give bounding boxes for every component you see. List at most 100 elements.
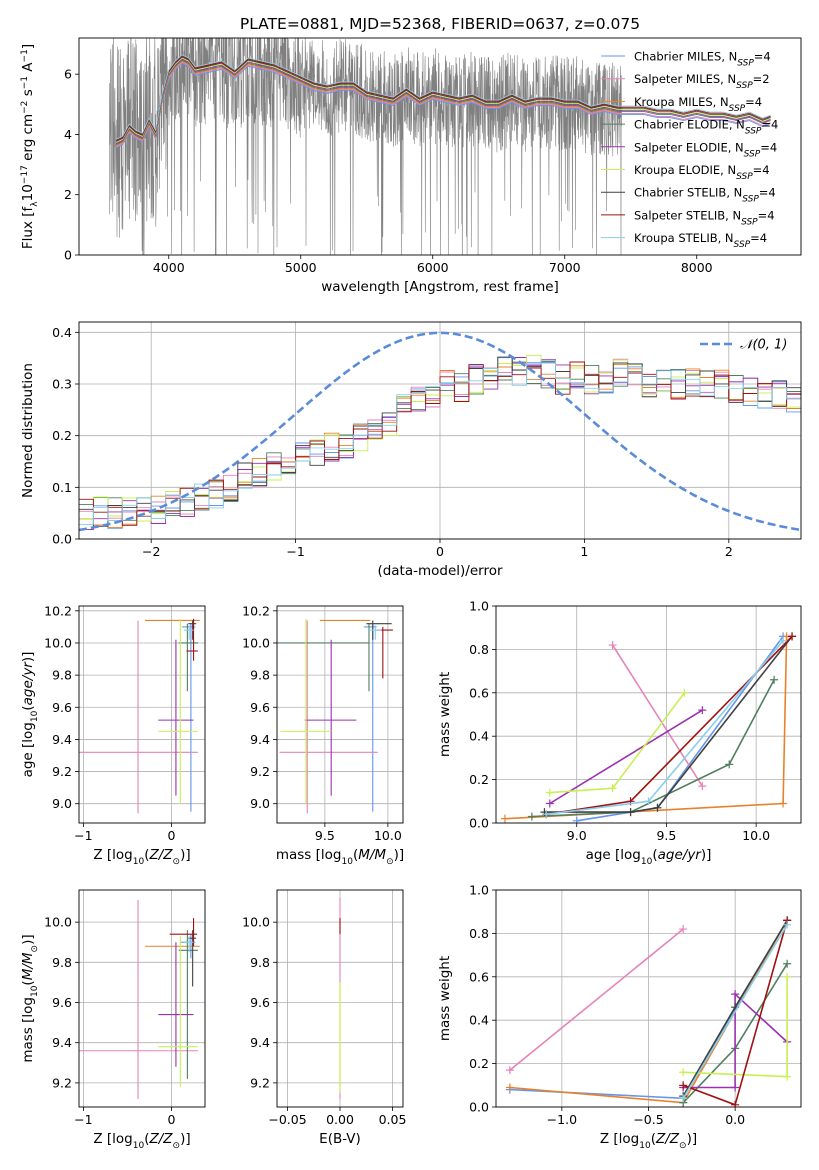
residuals-ytick-label: 0.1 <box>52 480 72 495</box>
weight-vs-Z-xtick-label: −0.5 <box>633 1112 663 1127</box>
weight-line-3 <box>531 679 775 818</box>
hist-line-3 <box>79 361 801 521</box>
weight-vs-age-ytick-label: 0.6 <box>469 685 489 700</box>
weight-marker-6-2 <box>653 803 662 812</box>
age-vs-mass-xtick-label: 10.0 <box>374 828 402 843</box>
mass-vs-ebv-ytick-label: 9.2 <box>250 1075 270 1090</box>
legend-label-7: Salpeter STELIB, NSSP=4 <box>634 208 775 227</box>
spectrum-ytick-label: 4 <box>64 127 72 142</box>
weight-line-7 <box>546 635 793 816</box>
mass-vs-ebv-xlabel: E(B-V) <box>319 1131 361 1147</box>
weight-vs-age-xtick-label: 10.0 <box>742 828 770 843</box>
legend-label-6: Chabrier STELIB, NSSP=4 <box>634 186 776 205</box>
weight-line-1 <box>611 644 703 787</box>
weight-vs-age-plot-area <box>500 632 797 823</box>
mass-vs-Z-ytick-label: 9.4 <box>52 1035 72 1050</box>
model-line-1 <box>115 61 771 148</box>
age-vs-Z-ytick-label: 9.0 <box>52 796 72 811</box>
residuals-frame <box>78 321 802 540</box>
residuals-ytick-label: 0.0 <box>52 532 72 547</box>
age-vs-Z-ytick-label: 9.8 <box>52 668 72 683</box>
weight-marker-1-1 <box>679 925 688 934</box>
age-vs-mass-xtick-label: 9.5 <box>315 828 335 843</box>
weight-marker-8-1 <box>644 797 653 806</box>
age-vs-mass-ytick-label: 10.0 <box>242 635 270 650</box>
weight-marker-1-0 <box>608 641 617 650</box>
age-vs-Z-ytick-label: 9.4 <box>52 732 72 747</box>
legend-label-1: Salpeter MILES, NSSP=2 <box>634 72 770 91</box>
weight-marker-4-1 <box>731 1083 740 1092</box>
age-vs-Z-ytick-label: 10.2 <box>44 603 72 618</box>
weight-vs-Z-plot-area <box>505 916 792 1107</box>
weight-vs-age-xtick-label: 9.0 <box>567 828 587 843</box>
weight-line-0 <box>576 635 784 822</box>
weight-line-4 <box>683 992 788 1089</box>
residuals-ylabel: Normed distribution <box>20 363 36 498</box>
weight-vs-age-ylabel: mass weight <box>437 672 453 757</box>
mass-vs-ebv-xtick-label: 0.00 <box>326 1112 354 1127</box>
weight-marker-2-0 <box>505 1083 514 1092</box>
mass-vs-Z-plot-area <box>79 900 200 1099</box>
hist-line-1 <box>79 358 801 519</box>
weight-vs-age-xtick-label: 9.5 <box>656 828 676 843</box>
age-vs-mass-plot-area <box>277 618 393 814</box>
age-vs-Z-ylabel: age [log10(age/yr)] <box>20 652 40 778</box>
residuals-ytick-label: 0.3 <box>52 377 72 392</box>
residuals-xlabel: (data-model)/error <box>377 563 503 579</box>
spectrum-ylabel: Flux [fλ10−17 erg cm−2 s−1 A−1] <box>20 44 40 249</box>
weight-marker-4-2 <box>731 990 740 999</box>
spectrum-xtick-label: 6000 <box>417 260 449 275</box>
weight-marker-4-0 <box>545 799 554 808</box>
legend-label-0: Chabrier MILES, NSSP=4 <box>634 50 771 69</box>
spectrum-xtick-label: 7000 <box>549 260 581 275</box>
spectrum-ytick-label: 6 <box>64 67 72 82</box>
weight-vs-Z-ytick-label: 0.4 <box>469 1013 489 1028</box>
age-vs-mass-ytick-label: 9.6 <box>250 700 270 715</box>
age-vs-mass-xlabel: mass [log10(M/M⊙)] <box>276 847 404 867</box>
weight-marker-7-2 <box>788 632 797 641</box>
legend-label-3: Chabrier ELODIE, NSSP=4 <box>634 118 778 137</box>
weight-line-4 <box>549 709 703 805</box>
mass-vs-Z-ytick-label: 9.2 <box>52 1075 72 1090</box>
hist-line-8 <box>79 360 801 525</box>
weight-vs-Z-ytick-label: 0.8 <box>469 926 489 941</box>
weight-vs-Z-xlabel: Z [log10(Z/Z⊙)] <box>600 1131 697 1151</box>
weight-marker-6-1 <box>626 808 635 817</box>
weight-vs-age-ytick-label: 0.4 <box>469 729 489 744</box>
mass-vs-Z-xtick-label: −1 <box>74 1112 92 1127</box>
legend-label-5: Kroupa ELODIE, NSSP=4 <box>634 163 770 182</box>
spectrum-xtick-label: 5000 <box>285 260 317 275</box>
spectrum-frame <box>78 37 802 256</box>
age-vs-Z-ytick-label: 9.2 <box>52 764 72 779</box>
residuals-plot-area <box>79 331 801 532</box>
weight-marker-3-2 <box>783 959 792 968</box>
age-vs-Z-plot-area <box>79 618 200 814</box>
age-vs-mass-panel: 9.5 10.0 9.0 9.2 9.4 9.6 9.8 10.0 10.2 mass [log1… <box>242 603 404 867</box>
weight-line-5 <box>549 692 686 794</box>
mass-vs-Z-ytick-label: 9.8 <box>52 955 72 970</box>
mass-vs-ebv-ytick-label: 10.0 <box>242 915 270 930</box>
gaussian-legend-label: 𝒩(0, 1) <box>740 338 787 353</box>
weight-marker-2-0 <box>500 814 509 823</box>
weight-marker-5-2 <box>783 972 792 981</box>
mass-vs-ebv-xtick-label: 0.05 <box>379 1112 407 1127</box>
gaussian-curve <box>79 331 801 532</box>
weight-vs-Z-ytick-label: 0.6 <box>469 969 489 984</box>
model-line-4 <box>115 58 771 144</box>
hist-line-5 <box>79 355 801 522</box>
age-vs-Z-ytick-label: 10.0 <box>44 635 72 650</box>
weight-vs-Z-frame <box>495 889 802 1108</box>
mass-vs-Z-ytick-label: 10.0 <box>44 915 72 930</box>
residuals-xtick-label: 1 <box>580 544 588 559</box>
weight-marker-7-1 <box>731 1100 740 1107</box>
age-vs-mass-ytick-label: 9.8 <box>250 668 270 683</box>
mass-vs-ebv-frame <box>276 889 404 1108</box>
weight-marker-8-0 <box>679 1094 688 1103</box>
weight-marker-8-2 <box>779 636 788 645</box>
weight-vs-age-ytick-label: 0.2 <box>469 772 489 787</box>
residuals-xtick-label: −1 <box>286 544 304 559</box>
mass-vs-ebv-panel: −0.05 0.00 0.05 9.2 9.4 9.6 9.8 10.0 E(B-V) <box>242 889 407 1147</box>
residuals-ytick-label: 0.4 <box>52 325 72 340</box>
weight-line-1 <box>509 928 684 1071</box>
spectrum-xtick-label: 4000 <box>153 260 185 275</box>
